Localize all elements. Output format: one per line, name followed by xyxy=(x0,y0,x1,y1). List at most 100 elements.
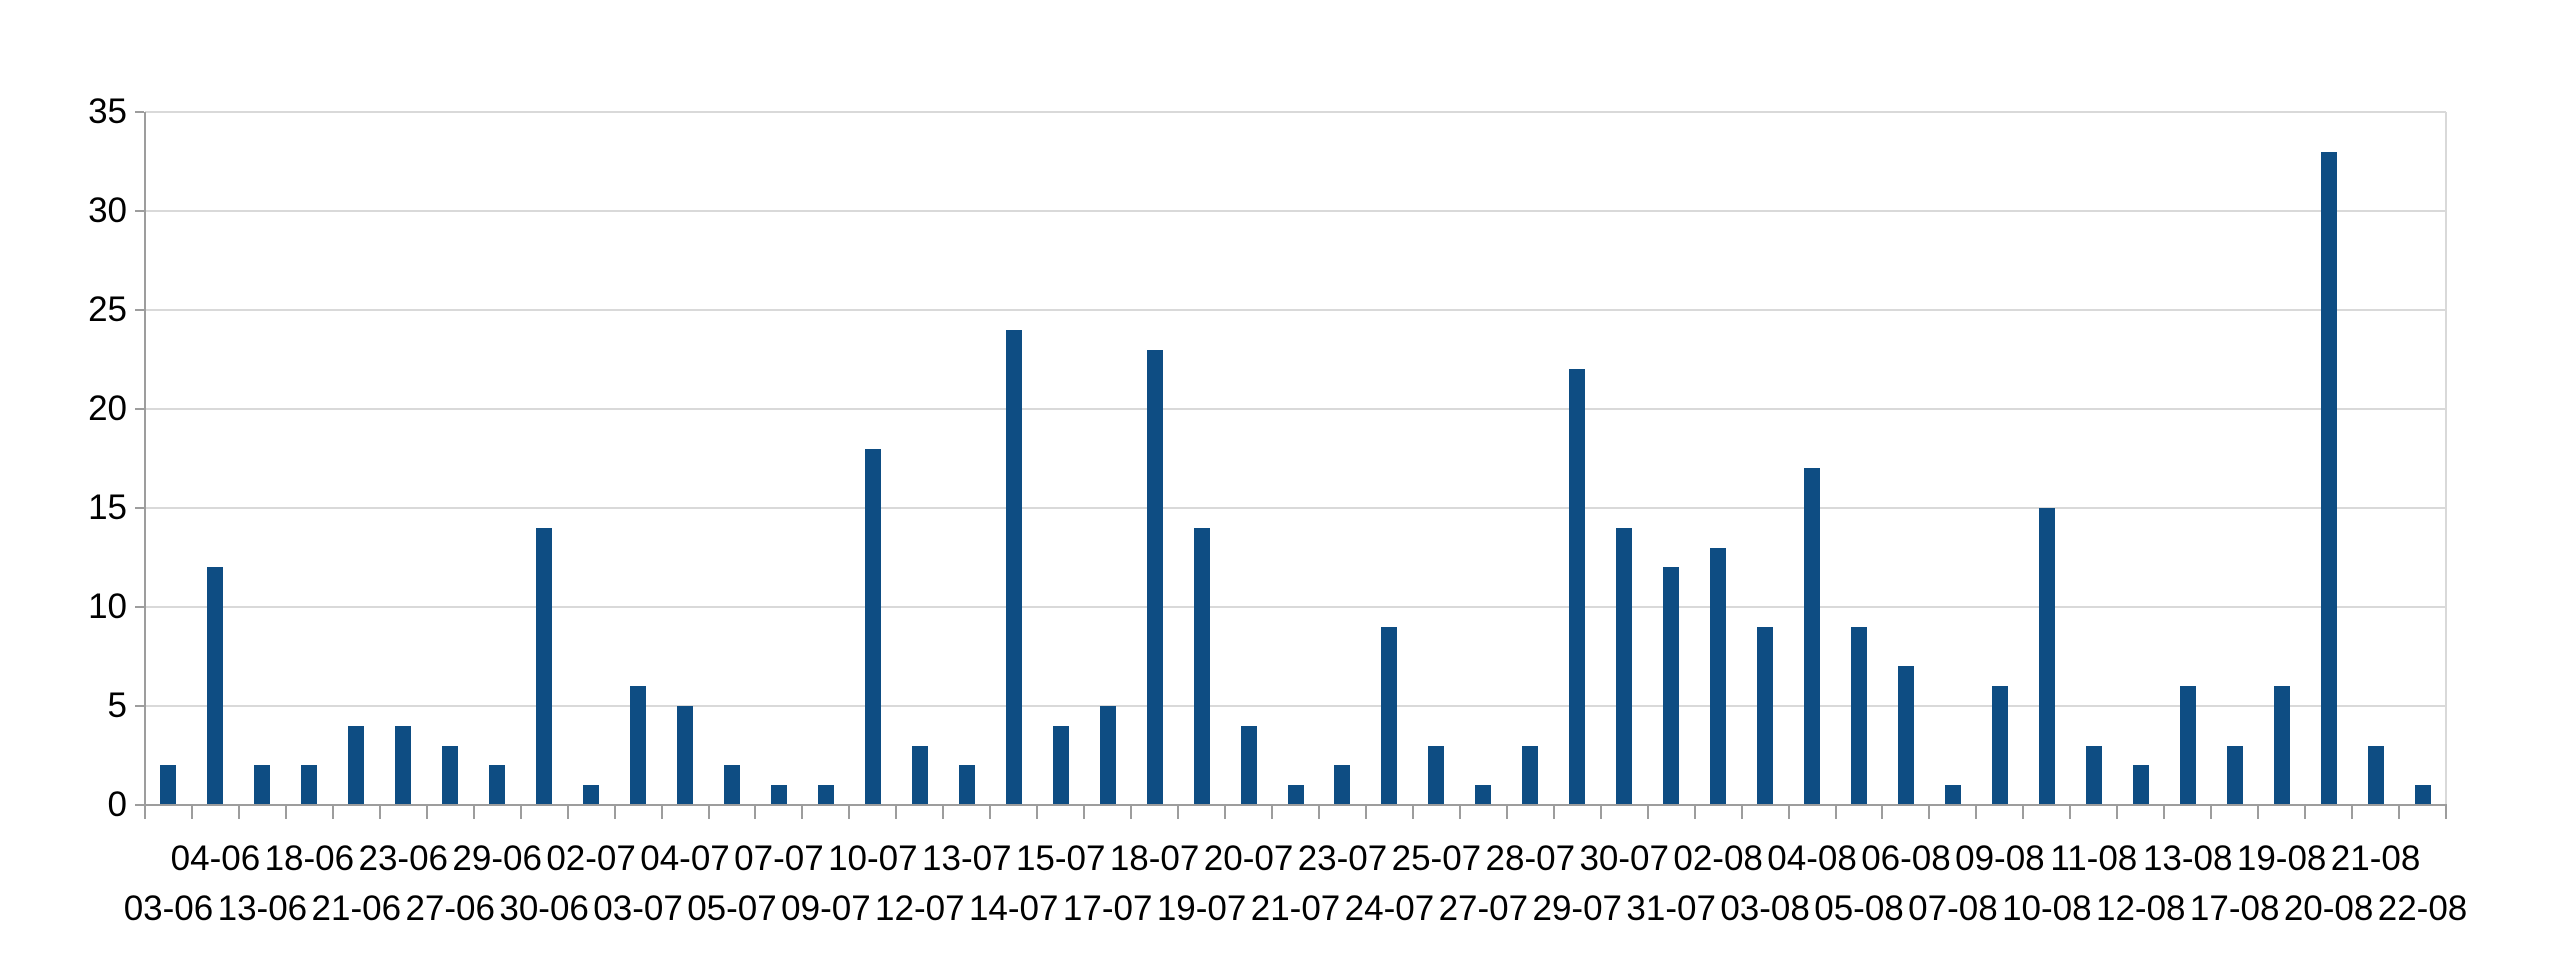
y-tick-label: 35 xyxy=(88,92,127,131)
x-tick xyxy=(2398,805,2401,819)
gridline-5 xyxy=(145,705,2446,707)
x-tick-label: 31-07 xyxy=(1626,889,1716,928)
bar-20-07 xyxy=(1240,725,1257,805)
y-tick-label: 10 xyxy=(88,587,127,626)
x-tick-label: 02-08 xyxy=(1673,839,1763,878)
x-tick-label: 17-08 xyxy=(2189,889,2280,928)
bar-29-07 xyxy=(1569,369,1586,805)
bar-06-08 xyxy=(1897,666,1914,805)
bar-10-07 xyxy=(864,448,881,805)
x-tick-label: 06-08 xyxy=(1861,839,1951,878)
y-tick-label: 0 xyxy=(107,785,127,824)
x-tick xyxy=(1177,805,1180,819)
x-tick xyxy=(1411,805,1414,819)
bar-05-07 xyxy=(723,765,740,805)
bar-03-07 xyxy=(630,686,647,805)
x-tick-label: 30-06 xyxy=(499,889,589,928)
x-tick xyxy=(237,805,240,819)
x-tick xyxy=(895,805,898,819)
x-tick-label: 05-08 xyxy=(1814,889,1904,928)
gridline-35 xyxy=(145,111,2446,113)
bar-05-08 xyxy=(1851,626,1867,805)
x-tick-label: 19-07 xyxy=(1156,889,1247,928)
bar-07-08 xyxy=(1944,785,1961,805)
x-tick-label: 25-07 xyxy=(1391,839,1482,878)
bar-13-07 xyxy=(958,765,975,805)
x-tick xyxy=(1364,805,1367,819)
bar-27-06 xyxy=(442,745,459,805)
y-tick-label: 5 xyxy=(107,686,127,725)
x-tick xyxy=(1505,805,1508,819)
x-tick-label: 21-08 xyxy=(2330,839,2421,878)
x-tick xyxy=(284,805,287,819)
x-tick-label: 14-07 xyxy=(968,889,1059,928)
bar-09-08 xyxy=(1991,686,2008,805)
x-tick-label: 15-07 xyxy=(1015,839,1106,878)
bar-10-08 xyxy=(2038,508,2055,805)
plot-right-border xyxy=(2445,112,2447,806)
bar-18-07 xyxy=(1146,349,1163,805)
x-tick-label: 24-07 xyxy=(1344,889,1435,928)
bar-03-08 xyxy=(1757,626,1774,805)
bar-30-06 xyxy=(536,527,553,805)
bar-23-07 xyxy=(1334,765,1351,805)
gridline-15 xyxy=(145,507,2446,509)
y-tick-label: 15 xyxy=(88,488,127,527)
bar-04-07 xyxy=(677,706,694,805)
x-tick-label: 22-08 xyxy=(2377,889,2468,928)
x-tick-label: 20-07 xyxy=(1203,839,1294,878)
x-tick xyxy=(566,805,569,819)
bar-19-07 xyxy=(1193,527,1210,805)
bar-04-06 xyxy=(207,567,224,805)
bar-09-07 xyxy=(817,785,834,805)
y-tick-20 xyxy=(135,408,144,410)
x-tick-label: 10-08 xyxy=(2002,889,2092,928)
x-tick-label: 05-07 xyxy=(687,889,777,928)
x-tick xyxy=(989,805,992,819)
bar-12-08 xyxy=(2132,765,2149,805)
x-tick-label: 11-08 xyxy=(2050,839,2138,878)
x-tick-label: 03-07 xyxy=(593,889,683,928)
y-tick-label: 30 xyxy=(88,191,127,230)
x-tick xyxy=(1646,805,1649,819)
x-tick-label: 09-07 xyxy=(781,889,871,928)
x-tick xyxy=(942,805,945,819)
gridline-10 xyxy=(145,606,2446,608)
bar-13-08 xyxy=(2179,686,2196,805)
x-tick xyxy=(1317,805,1320,819)
y-tick-30 xyxy=(135,210,144,212)
x-tick-label: 30-07 xyxy=(1579,839,1669,878)
y-tick-25 xyxy=(135,309,144,311)
x-tick-label: 13-08 xyxy=(2142,839,2233,878)
y-tick-label: 25 xyxy=(88,290,127,329)
x-tick xyxy=(2257,805,2260,819)
x-tick xyxy=(1599,805,1602,819)
y-tick-label: 20 xyxy=(88,389,127,428)
y-axis-line xyxy=(144,112,146,819)
bar-18-06 xyxy=(301,765,318,805)
bar-25-07 xyxy=(1428,745,1445,805)
x-tick-label: 13-06 xyxy=(217,889,308,928)
x-tick-label: 02-07 xyxy=(546,839,636,878)
bar-21-07 xyxy=(1287,785,1304,805)
gridline-30 xyxy=(145,210,2446,212)
bar-29-06 xyxy=(489,765,506,805)
bar-14-07 xyxy=(1005,329,1022,805)
bar-21-06 xyxy=(348,725,365,805)
bar-02-07 xyxy=(583,785,600,805)
x-tick xyxy=(1787,805,1790,819)
x-tick-label: 29-06 xyxy=(452,839,542,878)
bar-12-07 xyxy=(911,745,928,805)
x-tick xyxy=(1928,805,1931,819)
y-tick-0 xyxy=(135,804,144,806)
bar-03-06 xyxy=(160,765,177,805)
bar-31-07 xyxy=(1663,567,1680,805)
x-tick-label: 19-08 xyxy=(2236,839,2327,878)
bar-02-08 xyxy=(1710,547,1727,805)
x-tick xyxy=(2210,805,2213,819)
x-tick-label: 12-07 xyxy=(875,889,965,928)
x-tick xyxy=(2116,805,2119,819)
x-tick-label: 04-06 xyxy=(170,839,261,878)
x-tick xyxy=(2022,805,2025,819)
